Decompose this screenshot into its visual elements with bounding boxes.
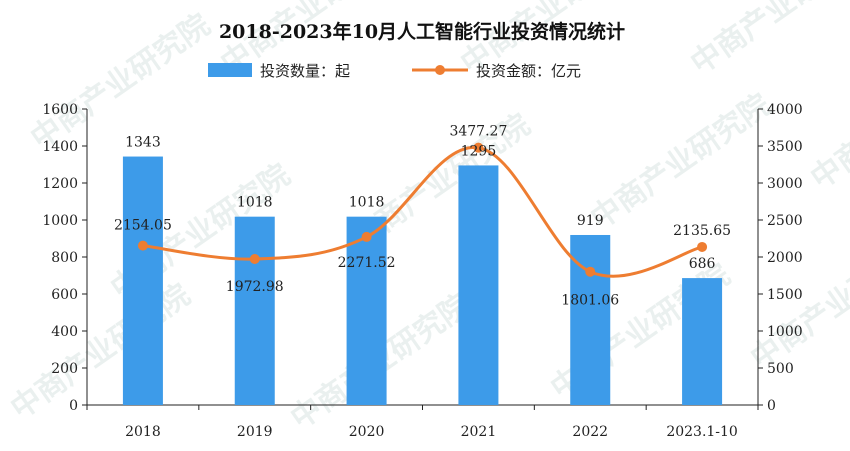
watermark-text: 中商产业研究院 — [805, 47, 850, 196]
y-right-tick-label: 1500 — [767, 287, 803, 303]
y-left-tick-label: 0 — [69, 398, 78, 414]
y-left-tick-label: 200 — [51, 361, 78, 377]
bar-data-label: 1295 — [461, 143, 497, 159]
x-tick-label: 2018 — [125, 424, 161, 440]
watermark-text: 中商产业研究院 — [685, 0, 850, 82]
line-data-label: 1801.06 — [561, 293, 619, 309]
line-series — [137, 142, 708, 278]
bar-data-label: 1343 — [125, 135, 161, 151]
line-data-label: 2135.65 — [673, 223, 731, 239]
bar — [122, 156, 163, 405]
legend-bar-swatch — [208, 63, 252, 77]
axes: 0 200 400 600 800 1000 1200 1400 1600 0 500 1000 150… — [42, 102, 802, 440]
line-data-label: 1972.98 — [226, 279, 284, 295]
y-left-tick-label: 1600 — [42, 102, 78, 118]
watermark-text: 中商产业研究院 — [25, 7, 217, 156]
bar-data-label: 1018 — [237, 195, 273, 211]
y-right-tick-label: 0 — [767, 398, 776, 414]
y-right-tick-label: 4000 — [767, 102, 803, 118]
line-point — [137, 240, 148, 251]
bar-series — [122, 156, 723, 405]
line-data-label: 2271.52 — [338, 255, 396, 271]
y-right-tick-label: 3000 — [767, 176, 803, 192]
x-tick-label: 2023.1-10 — [666, 424, 738, 440]
y-right-tick-label: 2500 — [767, 213, 803, 229]
line-point — [473, 142, 484, 153]
y-left-tick-label: 1400 — [42, 139, 78, 155]
y-left-tick-label: 800 — [51, 250, 78, 266]
y-right-tick-label: 2000 — [767, 250, 803, 266]
line-point — [697, 241, 708, 252]
bar-data-label: 919 — [577, 213, 604, 229]
chart-title: 2018-2023年10月人工智能行业投资情况统计 — [219, 20, 625, 43]
legend-line-marker — [435, 65, 445, 75]
y-left-tick-label: 1200 — [42, 176, 78, 192]
x-tick-label: 2019 — [237, 424, 273, 440]
legend-bar-label: 投资数量：起 — [260, 62, 350, 80]
bar — [346, 216, 387, 405]
watermark-text: 中商产业研究院 — [5, 277, 197, 426]
y-right-tick-label: 1000 — [767, 324, 803, 340]
bar — [458, 165, 499, 405]
line-point — [249, 253, 260, 264]
bar — [234, 216, 275, 405]
y-right-tick-label: 500 — [767, 361, 794, 377]
y-left-tick-label: 400 — [51, 324, 78, 340]
watermark-text: 中商产业研究院 — [585, 87, 777, 236]
y-left-tick-label: 1000 — [42, 213, 78, 229]
legend: 投资数量：起 投资金额：亿元 — [208, 62, 581, 80]
bar-data-label: 686 — [689, 256, 716, 272]
legend-line-label: 投资金额：亿元 — [476, 62, 581, 80]
data-labels: 1343 1018 1018 1295 919 686 2154.05 1972.98 2271… — [114, 124, 731, 309]
y-left-tick-label: 600 — [51, 287, 78, 303]
bar-data-label: 1018 — [349, 195, 385, 211]
bar — [682, 278, 723, 405]
line-data-label: 3477.27 — [449, 124, 507, 140]
line-data-label: 2154.05 — [114, 218, 172, 234]
line-point — [585, 266, 596, 277]
x-tick-label: 2022 — [572, 424, 608, 440]
x-tick-label: 2020 — [349, 424, 385, 440]
y-right-tick-label: 3500 — [767, 139, 803, 155]
x-tick-label: 2021 — [461, 424, 497, 440]
line-point — [361, 231, 372, 242]
